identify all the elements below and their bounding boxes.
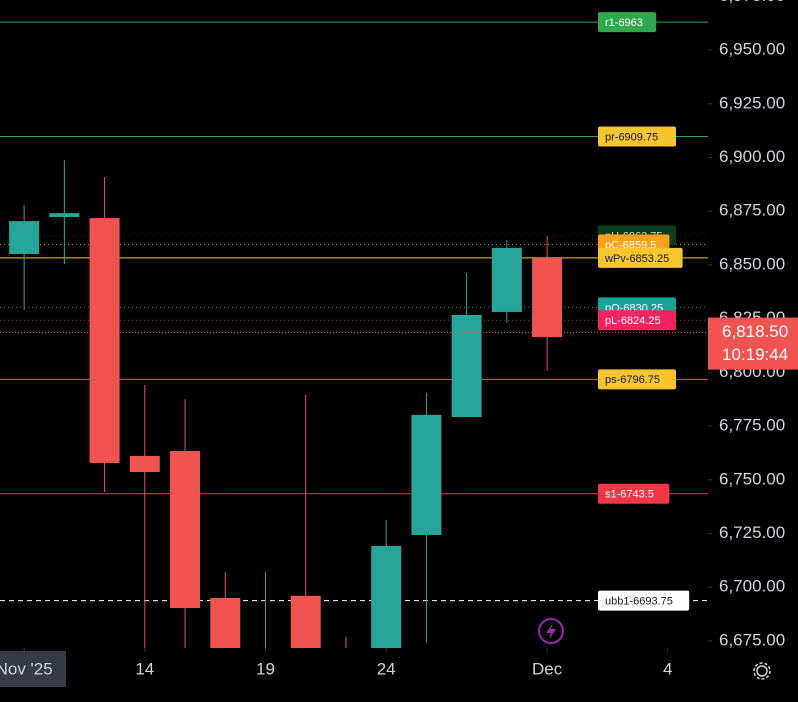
level-label-box (598, 12, 657, 33)
candle-body (89, 218, 120, 464)
level-label-box (598, 310, 676, 331)
y-tick-label: 6,850.00 (719, 254, 785, 273)
level-label: r1-6963 (605, 17, 643, 29)
y-tick-label: 6,925.00 (719, 93, 785, 112)
y-tick-label: 6,775.00 (719, 416, 785, 435)
time-axis: Nov '25 14 19 24 Dec 4 (0, 648, 673, 687)
level-label-box (598, 483, 670, 504)
countdown-label: 10:19:44 (722, 345, 788, 364)
level-label: ubb1-6693.75 (605, 596, 673, 608)
last-price-label: 6,818.50 (722, 322, 788, 341)
y-tick-label: 6,900.00 (719, 147, 785, 166)
level-label: ps-6796.75 (605, 374, 660, 386)
alert-icon[interactable] (538, 618, 564, 644)
candle-body (290, 595, 321, 648)
level-label-box (598, 590, 690, 611)
level-label: s1-6743.5 (605, 489, 654, 501)
x-tick-label: 4 (663, 659, 672, 678)
y-tick-label: 6,750.00 (719, 469, 785, 488)
level-label-box (598, 369, 676, 390)
last-price-box (708, 317, 798, 370)
candle-body (210, 597, 241, 648)
candle-body (49, 213, 80, 218)
x-tick-label: 14 (135, 659, 154, 678)
candle-body (451, 314, 482, 418)
candle-body (491, 247, 522, 312)
level-label: wPv-6853.25 (604, 253, 669, 265)
candle-body (411, 414, 442, 535)
level-label-box (598, 247, 683, 268)
level-label: pr-6909.75 (605, 131, 658, 143)
y-tick-label: 6,725.00 (719, 523, 785, 542)
candle-body (532, 258, 563, 338)
candle-body (129, 455, 160, 473)
level-label-box (598, 126, 676, 147)
candle-body (371, 545, 402, 648)
x-tick-label: 19 (256, 659, 275, 678)
candle-body (170, 450, 201, 609)
settings-icon[interactable] (753, 662, 771, 680)
crosshair-date-box (0, 651, 66, 687)
price-axis: 6,675.00 6,700.00 6,725.00 6,750.00 6,775.00… (708, 0, 785, 649)
plot-area (0, 21, 708, 648)
y-tick-label: 6,950.00 (719, 40, 785, 59)
level-label: pL-6824.25 (605, 315, 661, 327)
y-tick-label: 6,675.00 (719, 630, 785, 649)
x-tick-label: 24 (377, 659, 396, 678)
x-tick-label: Dec (532, 659, 563, 678)
y-tick-label: 6,975.00 (719, 0, 785, 5)
candle-body (9, 221, 40, 254)
x-tick-label: Nov '25 (0, 659, 53, 678)
y-tick-label: 6,875.00 (719, 201, 785, 220)
y-tick-label: 6,700.00 (719, 577, 785, 596)
